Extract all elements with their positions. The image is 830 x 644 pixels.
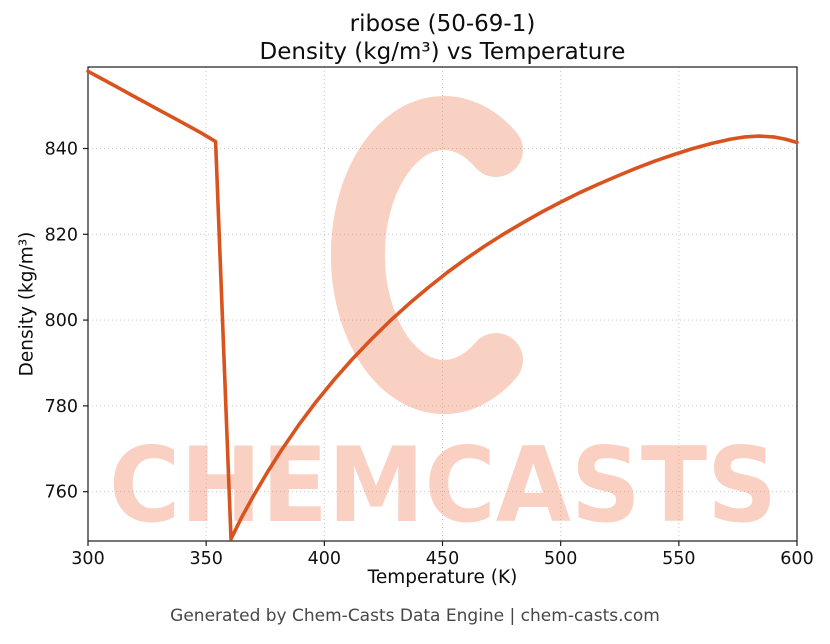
chart-title-block: ribose (50-69-1) Density (kg/m³) vs Temp… xyxy=(88,10,797,66)
svg-text:350: 350 xyxy=(189,549,222,569)
chart-title: ribose (50-69-1) xyxy=(349,11,536,37)
svg-text:550: 550 xyxy=(662,549,695,569)
svg-text:840: 840 xyxy=(45,140,78,160)
svg-text:780: 780 xyxy=(45,397,78,417)
svg-text:820: 820 xyxy=(45,225,78,245)
svg-text:760: 760 xyxy=(45,483,78,503)
svg-text:300: 300 xyxy=(71,549,104,569)
density-line xyxy=(86,69,799,541)
svg-text:800: 800 xyxy=(45,311,78,331)
watermark-logo-c xyxy=(330,96,523,414)
chart-subtitle: Density (kg/m³) vs Temperature xyxy=(259,39,626,66)
tick-labels: 300 350 400 450 500 550 600 760 780 800 820 840 xyxy=(45,140,814,569)
svg-text:400: 400 xyxy=(308,549,341,569)
footer-attribution: Generated by Chem-Casts Data Engine | ch… xyxy=(170,606,660,626)
watermark-text: CHEMCASTS xyxy=(109,426,777,546)
x-axis-label: Temperature (K) xyxy=(367,567,518,588)
watermark: CHEMCASTS xyxy=(109,96,777,546)
svg-text:500: 500 xyxy=(544,549,577,569)
svg-text:600: 600 xyxy=(780,549,813,569)
svg-text:450: 450 xyxy=(426,549,459,569)
y-axis-label: Density (kg/m³) xyxy=(16,231,38,377)
tick-marks xyxy=(83,147,798,546)
